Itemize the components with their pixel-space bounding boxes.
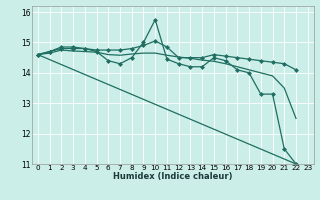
X-axis label: Humidex (Indice chaleur): Humidex (Indice chaleur) (113, 172, 233, 181)
